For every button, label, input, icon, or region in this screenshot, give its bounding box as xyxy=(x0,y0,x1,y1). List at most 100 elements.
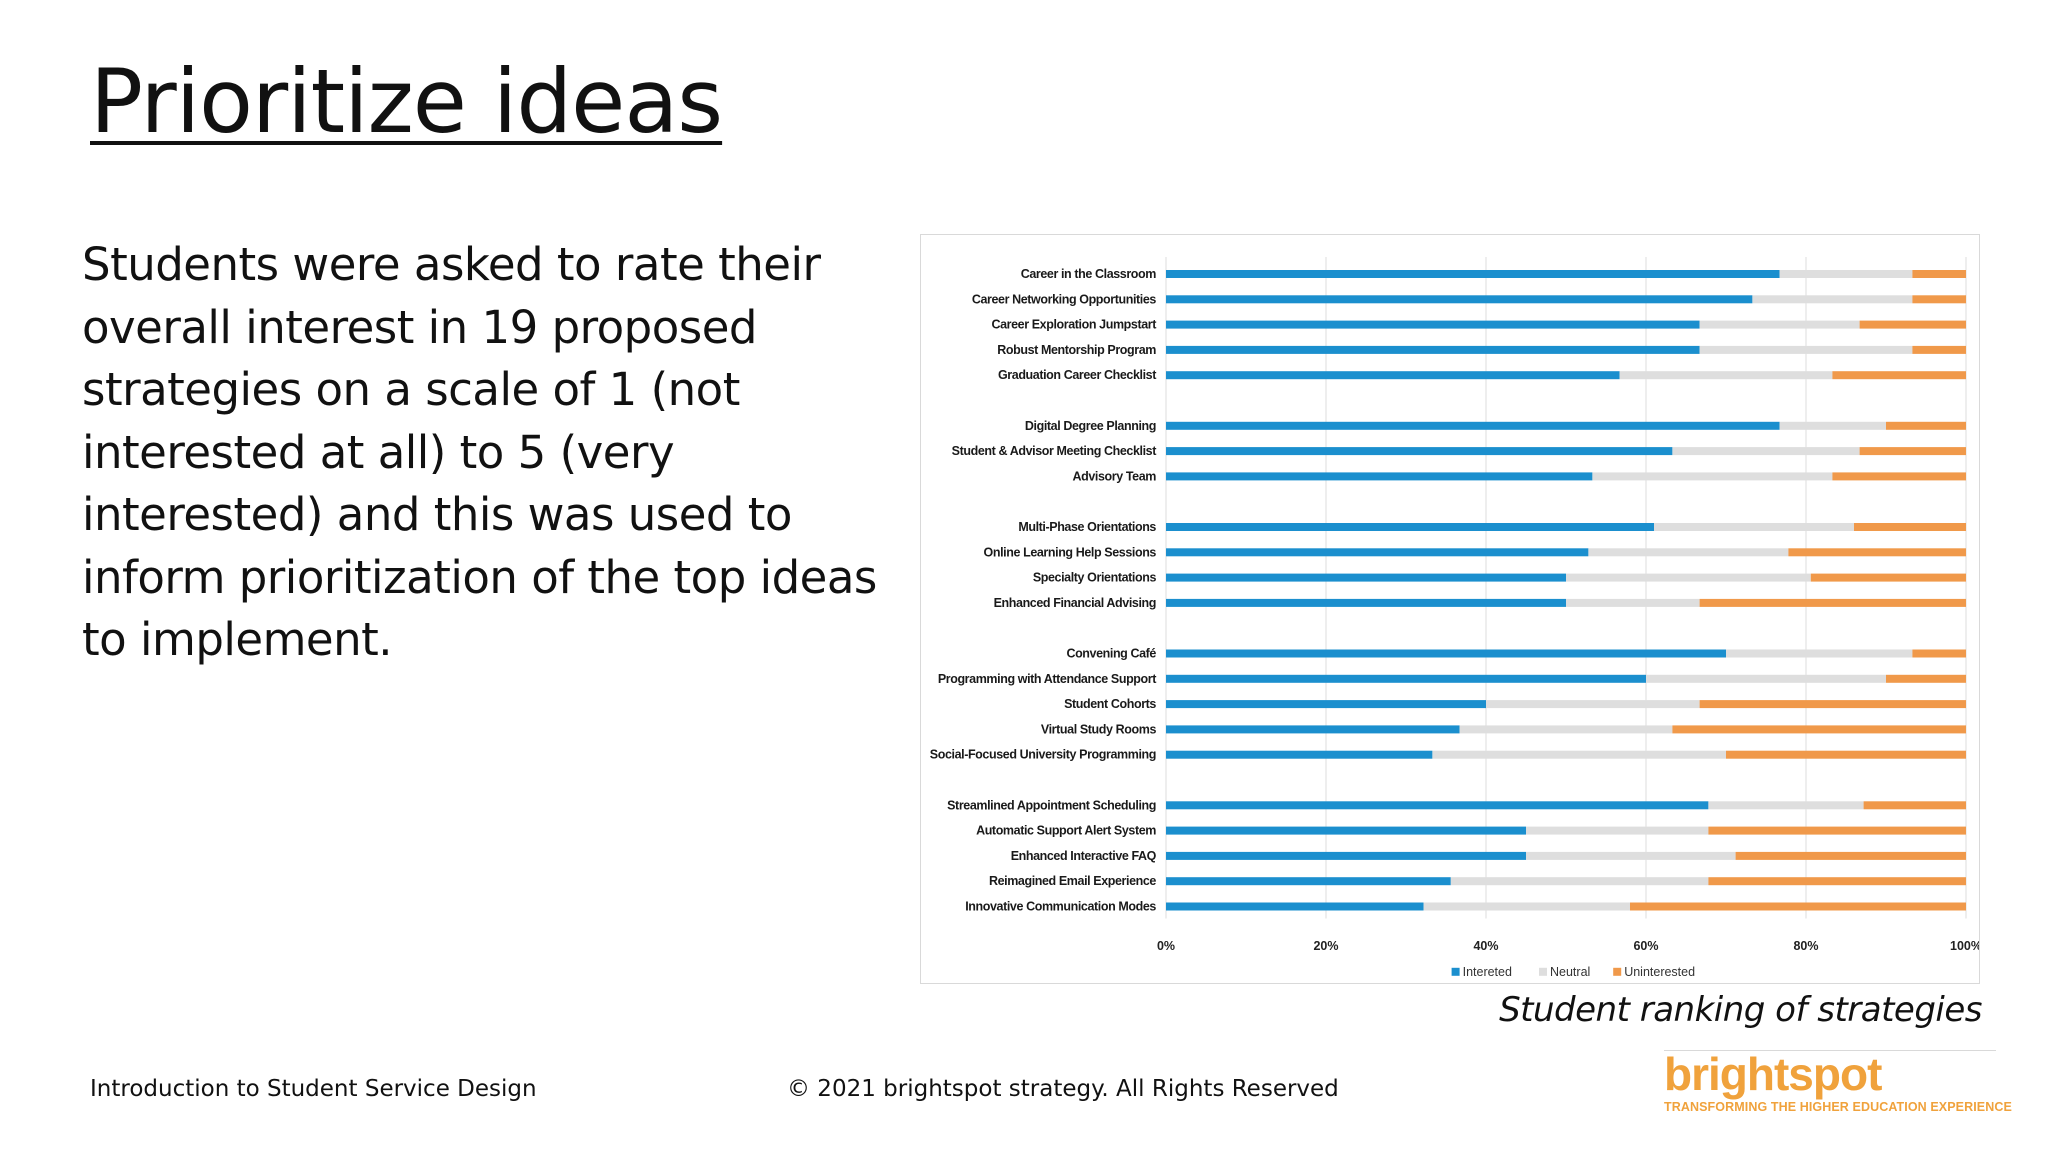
bar-segment-neutral xyxy=(1526,826,1709,835)
bar-segment-neutral xyxy=(1699,345,1913,354)
bar-segment-uninterested xyxy=(1832,371,1966,380)
bar-segment-uninterested xyxy=(1699,598,1966,607)
bar-segment-neutral xyxy=(1592,472,1833,481)
category-label: Student Cohorts xyxy=(1064,697,1156,711)
bar-segment-intereted xyxy=(1166,447,1673,456)
bar-segment-intereted xyxy=(1166,421,1780,430)
x-tick-label: 20% xyxy=(1313,939,1338,953)
category-label: Career in the Classroom xyxy=(1021,267,1157,281)
bar-segment-intereted xyxy=(1166,270,1780,278)
bar-segment-uninterested xyxy=(1859,447,1966,456)
bar-segment-neutral xyxy=(1654,523,1854,531)
chart-grid xyxy=(1165,257,1967,919)
category-label: Graduation Career Checklist xyxy=(998,368,1157,382)
bar-segment-neutral xyxy=(1459,725,1673,734)
logo-tagline: TRANSFORMING THE HIGHER EDUCATION EXPERI… xyxy=(1664,1100,2012,1115)
bar-segment-neutral xyxy=(1432,750,1726,759)
bar-segment-intereted xyxy=(1166,725,1460,734)
bar-segment-uninterested xyxy=(1699,700,1966,709)
category-label: Career Networking Opportunities xyxy=(972,292,1157,306)
legend-swatch xyxy=(1539,967,1547,976)
category-label: Innovative Communication Modes xyxy=(965,900,1156,914)
category-labels: Career in the Classroom Career Networking… xyxy=(930,267,1158,914)
stacked-bar-chart: Career in the Classroom Career Networking… xyxy=(930,257,1982,979)
legend-label: Intereted xyxy=(1463,965,1512,979)
bar-segment-neutral xyxy=(1526,851,1736,860)
bar-segment-intereted xyxy=(1166,548,1589,557)
category-label: Enhanced Financial Advising xyxy=(994,596,1156,610)
bar-segment-uninterested xyxy=(1708,826,1966,835)
category-label: Multi-Phase Orientations xyxy=(1018,520,1156,534)
bar-segment-neutral xyxy=(1588,548,1789,557)
bar-segment-neutral xyxy=(1450,877,1709,886)
brightspot-logo: brightspot TRANSFORMING THE HIGHER EDUCA… xyxy=(1664,1048,2012,1115)
category-label: Robust Mentorship Program xyxy=(997,343,1156,357)
x-tick-label: 60% xyxy=(1633,939,1658,953)
chart-caption: Student ranking of strategies xyxy=(1499,990,1982,1030)
bar-segment-neutral xyxy=(1566,598,1700,607)
bar-segment-uninterested xyxy=(1912,649,1966,658)
category-label: Automatic Support Alert System xyxy=(976,824,1156,838)
x-tick-label: 40% xyxy=(1473,939,1498,953)
category-label: Social-Focused University Programming xyxy=(930,748,1156,762)
bar-segment-uninterested xyxy=(1912,295,1966,304)
logo-wordmark: brightspot xyxy=(1664,1048,1882,1100)
chart-legend: Intereted Neutral Uninterested xyxy=(1451,965,1695,979)
category-label: Specialty Orientations xyxy=(1033,571,1157,585)
bar-segment-intereted xyxy=(1166,573,1566,582)
category-label: Career Exploration Jumpstart xyxy=(991,318,1157,332)
bar-segment-intereted xyxy=(1166,674,1646,683)
bar-segment-intereted xyxy=(1166,472,1593,481)
bar-segment-uninterested xyxy=(1735,851,1966,860)
category-label: Advisory Team xyxy=(1073,469,1157,483)
category-label: Digital Degree Planning xyxy=(1025,419,1156,433)
bar-segment-neutral xyxy=(1779,270,1913,278)
bar-segment-uninterested xyxy=(1832,472,1966,481)
bar-segment-uninterested xyxy=(1886,674,1966,683)
bar-segment-uninterested xyxy=(1672,725,1966,734)
category-label: Virtual Study Rooms xyxy=(1041,722,1157,736)
bar-segment-neutral xyxy=(1752,295,1913,304)
bar-segment-intereted xyxy=(1166,295,1753,304)
bar-segment-uninterested xyxy=(1788,548,1966,557)
category-label: Enhanced Interactive FAQ xyxy=(1011,849,1157,863)
bar-segment-neutral xyxy=(1646,674,1886,683)
slide-body-text: Students were asked to rate their overal… xyxy=(82,238,877,666)
bar-segment-intereted xyxy=(1166,902,1424,911)
bar-segment-intereted xyxy=(1166,851,1526,860)
bar-segment-neutral xyxy=(1486,700,1700,709)
x-tick-label: 100% xyxy=(1950,939,1979,953)
bar-segment-uninterested xyxy=(1863,801,1966,810)
bar-segment-intereted xyxy=(1166,649,1726,658)
bar-segment-uninterested xyxy=(1912,345,1966,354)
bar-segment-intereted xyxy=(1166,320,1700,329)
bar-segment-uninterested xyxy=(1726,750,1966,759)
bar-segment-neutral xyxy=(1619,371,1833,380)
legend-swatch xyxy=(1613,967,1622,976)
x-tick-label: 0% xyxy=(1157,939,1175,953)
bar-segment-uninterested xyxy=(1630,902,1966,911)
footer-copyright: © 2021 brightspot strategy. All Rights R… xyxy=(787,1076,1339,1102)
bar-segment-uninterested xyxy=(1859,320,1966,329)
bar-segment-uninterested xyxy=(1708,877,1966,886)
bar-segment-intereted xyxy=(1166,523,1654,531)
bar-segment-neutral xyxy=(1726,649,1913,658)
legend-swatch xyxy=(1451,967,1460,976)
legend-label: Neutral xyxy=(1550,965,1590,979)
bar-segment-neutral xyxy=(1708,801,1864,810)
category-label: Online Learning Help Sessions xyxy=(984,545,1157,559)
chart-frame: Career in the Classroom Career Networking… xyxy=(920,234,1982,984)
bar-segment-intereted xyxy=(1166,877,1451,886)
x-tick-label: 80% xyxy=(1793,939,1818,953)
logo-divider xyxy=(1664,1050,1996,1051)
slide-title: Prioritize ideas xyxy=(90,50,723,153)
bar-segment-neutral xyxy=(1423,902,1630,911)
bar-segment-intereted xyxy=(1166,750,1433,759)
bar-segment-intereted xyxy=(1166,801,1709,810)
bar-segment-intereted xyxy=(1166,826,1526,835)
footer-course-title: Introduction to Student Service Design xyxy=(90,1076,537,1102)
bar-segment-uninterested xyxy=(1886,421,1966,430)
bar-segment-intereted xyxy=(1166,598,1566,607)
category-label: Programming with Attendance Support xyxy=(938,672,1157,686)
bar-segment-intereted xyxy=(1166,700,1486,709)
